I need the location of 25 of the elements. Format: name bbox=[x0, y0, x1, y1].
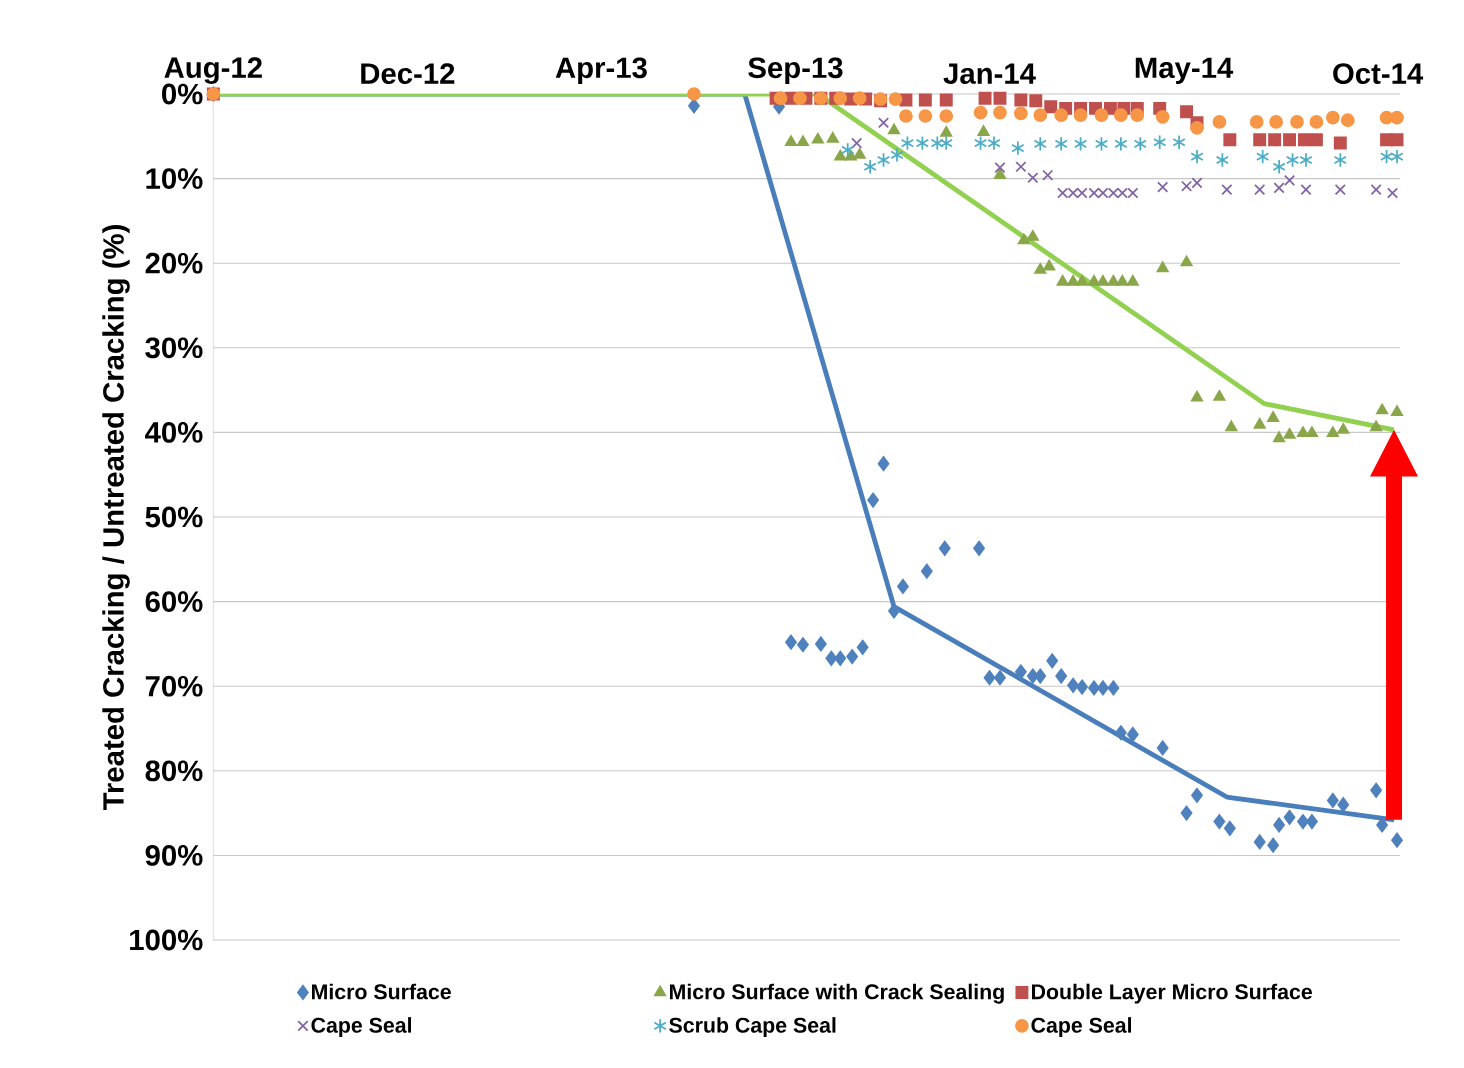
x-tick-label: Sep-13 bbox=[748, 57, 843, 84]
y-axis-title: Treated Cracking / Untreated Cracking (%) bbox=[102, 225, 130, 811]
y-tick-label: 100% bbox=[130, 929, 203, 951]
x-tick-label: Jan-14 bbox=[943, 63, 1036, 84]
x-tick-label: May-14 bbox=[1135, 57, 1234, 84]
y-tick-label: 40% bbox=[145, 422, 203, 443]
y-tick-label: 0% bbox=[162, 83, 203, 105]
legend-label: Micro Surface with Crack Sealing bbox=[669, 983, 1004, 1004]
x-tick-label: Oct-14 bbox=[1333, 63, 1424, 84]
x-tick-label: Dec-12 bbox=[361, 63, 455, 84]
legend-label: Cape Seal bbox=[311, 1017, 412, 1038]
y-tick-label: 20% bbox=[145, 252, 203, 274]
y-tick-label: 10% bbox=[146, 168, 203, 189]
x-tick-label: Aug-12 bbox=[164, 57, 262, 84]
y-tick-label: 50% bbox=[145, 506, 203, 528]
legend-label: Scrub Cape Seal bbox=[669, 1017, 836, 1038]
y-tick-label: 30% bbox=[145, 337, 203, 359]
legend-label: Micro Surface bbox=[312, 983, 451, 1000]
y-tick-label: 90% bbox=[145, 845, 203, 866]
legend-label: Double Layer Micro Surface bbox=[1032, 983, 1312, 1004]
legend-label: Cape Seal bbox=[1031, 1017, 1132, 1038]
y-tick-label: 80% bbox=[145, 760, 203, 782]
y-tick-label: 70% bbox=[145, 675, 203, 697]
y-tick-label: 60% bbox=[145, 591, 203, 612]
x-tick-label: Apr-13 bbox=[555, 57, 647, 84]
